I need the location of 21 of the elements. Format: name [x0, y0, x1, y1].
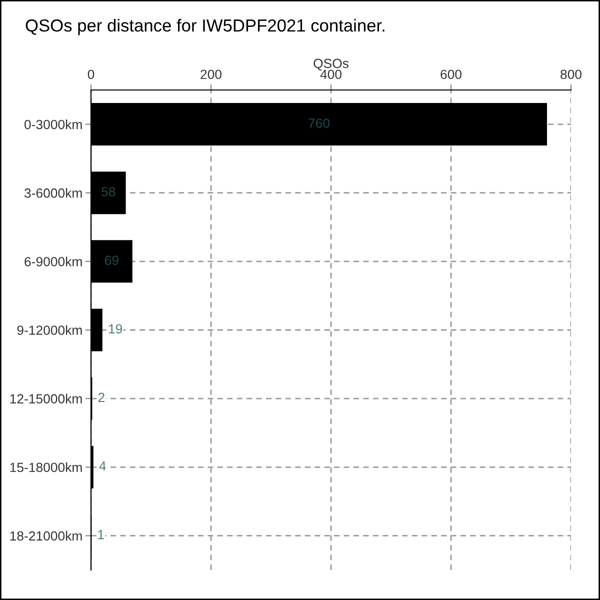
x-axis-title: QSOs: [314, 58, 348, 70]
x-tick-label: 0: [88, 70, 94, 80]
data-label: 69: [105, 256, 118, 265]
data-label: 760: [308, 118, 330, 128]
y-tick-label: 6-9000km: [24, 256, 82, 266]
data-label: 2: [98, 392, 104, 402]
data-label: 4: [99, 461, 106, 471]
data-label: 19: [108, 324, 122, 334]
chart-title: QSOs per distance for IW5DPF2021 container.: [26, 18, 384, 36]
y-tick-label: 0-3000km: [24, 120, 82, 130]
x-tick-label: 400: [320, 70, 342, 80]
y-tick-label: 18-21000km: [10, 530, 82, 541]
x-tick-label: 600: [440, 70, 462, 80]
data-label: 1: [98, 530, 104, 540]
y-tick-label: 3-6000km: [24, 188, 82, 198]
x-tick-label: 800: [560, 70, 582, 80]
x-tick-label: 200: [200, 70, 222, 80]
y-tick-label: 9-12000km: [17, 325, 82, 335]
y-tick-label: 15-18000km: [10, 462, 82, 472]
y-tick-label: 12-15000km: [10, 394, 82, 404]
data-label: 58: [102, 187, 116, 196]
